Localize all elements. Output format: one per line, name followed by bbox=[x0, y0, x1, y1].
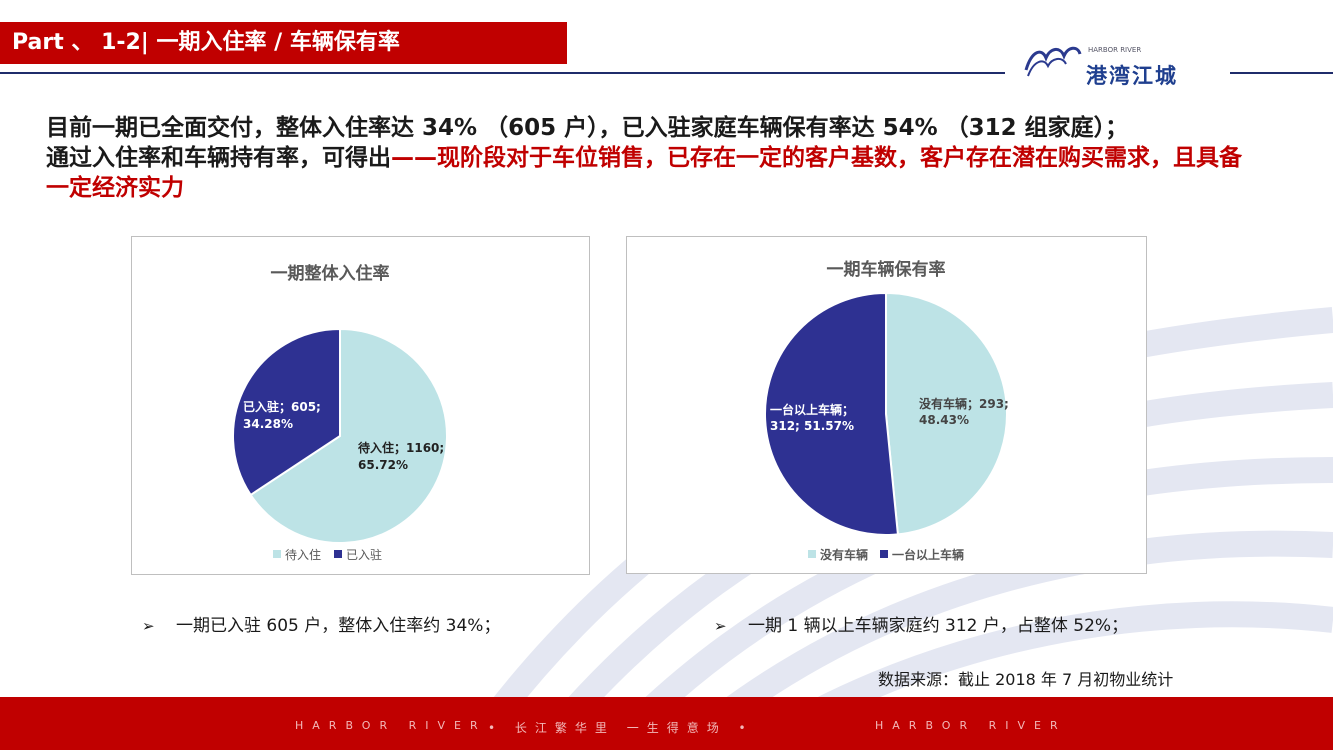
legend-entry: 没有车辆 bbox=[820, 547, 868, 562]
slice-label-name: 一台以上车辆； bbox=[770, 402, 854, 417]
footer-slogan: • 长江繁华里 一生得意场 • bbox=[488, 721, 754, 735]
occupancy-chart-svg: 一期整体入住率 待入住；1160; 65.72% 已入驻；605; 34.28%… bbox=[232, 263, 448, 562]
occupancy-chart: 一期整体入住率 待入住；1160; 65.72% 已入驻；605; 34.28%… bbox=[131, 236, 590, 575]
vehicle-chart: 一期车辆保有率 没有车辆；293; 48.43% 一台以上车辆； 312; 51… bbox=[626, 236, 1147, 574]
legend-entry: 一台以上车辆 bbox=[892, 547, 964, 562]
summary-text: 目前一期已全面交付，整体入住率达 34% （605 户），已入驻家庭车辆保有率达… bbox=[46, 113, 1256, 203]
logo-small-text: HARBOR RIVER bbox=[1088, 46, 1142, 54]
chart-title: 一期整体入住率 bbox=[271, 263, 390, 284]
bullet-left: ➢ 一期已入驻 605 户，整体入住率约 34%； bbox=[142, 613, 602, 639]
pie-slice bbox=[885, 291, 1008, 536]
pie-slice bbox=[232, 327, 341, 497]
summary-line-1: 目前一期已全面交付，整体入住率达 34% （605 户），已入驻家庭车辆保有率达… bbox=[46, 115, 1129, 141]
bullet-right-text: 一期 1 辆以上车辆家庭约 312 户，占整体 52%； bbox=[748, 616, 1129, 636]
footer-text-left: HARBOR RIVER bbox=[295, 719, 487, 732]
brand-logo: HARBOR RIVER 港湾江城 bbox=[1022, 40, 1232, 90]
legend-swatch bbox=[334, 550, 342, 558]
summary-line-2: 通过入住率和车辆持有率，可得出——现阶段对于车位销售，已存在一定的客户基数，客户… bbox=[46, 143, 1256, 203]
header-divider-right bbox=[1230, 72, 1333, 74]
pie-slice bbox=[764, 291, 900, 536]
page-title: Part 、 1-2| 一期入住率 / 车辆保有率 bbox=[0, 22, 567, 64]
legend-swatch bbox=[273, 550, 281, 558]
slice-label-name: 已入驻；605; bbox=[243, 399, 321, 414]
legend-swatch bbox=[880, 550, 888, 558]
bullet-left-text: 一期已入驻 605 户，整体入住率约 34%； bbox=[176, 616, 501, 636]
arrow-bullet-icon: ➢ bbox=[714, 617, 727, 635]
wave-logo-icon bbox=[1024, 46, 1082, 77]
slice-label-percent: 65.72% bbox=[358, 458, 408, 472]
slice-label-percent: 48.43% bbox=[919, 413, 969, 427]
logo-main-text: 港湾江城 bbox=[1086, 64, 1178, 88]
data-source-note: 数据来源：截止 2018 年 7 月初物业统计 bbox=[878, 670, 1174, 689]
summary-line-2-black: 通过入住率和车辆持有率，可得出 bbox=[46, 145, 391, 171]
legend-swatch bbox=[808, 550, 816, 558]
slice-label-name: 待入住；1160; bbox=[358, 440, 444, 455]
legend-entry: 已入驻 bbox=[346, 547, 382, 562]
pie-slice bbox=[249, 327, 448, 544]
summary-line-2-red: ——现阶段对于车位销售，已存在一定的客户基数，客户存在潜在购买需求，且具备一定经… bbox=[46, 145, 1242, 201]
vehicle-chart-svg: 一期车辆保有率 没有车辆；293; 48.43% 一台以上车辆； 312; 51… bbox=[764, 259, 1009, 562]
chart-title: 一期车辆保有率 bbox=[827, 259, 946, 280]
slice-label-name: 没有车辆；293; bbox=[919, 396, 1009, 411]
slice-label-percent: 312; 51.57% bbox=[770, 419, 854, 433]
footer-bar bbox=[0, 697, 1333, 750]
arrow-bullet-icon: ➢ bbox=[142, 617, 155, 635]
footer-text-right: HARBOR RIVER bbox=[875, 719, 1067, 732]
legend-entry: 待入住 bbox=[285, 548, 321, 562]
header-divider bbox=[0, 72, 1005, 74]
slice-label-percent: 34.28% bbox=[243, 417, 293, 431]
bullet-right: ➢ 一期 1 辆以上车辆家庭约 312 户，占整体 52%； bbox=[714, 613, 1154, 639]
